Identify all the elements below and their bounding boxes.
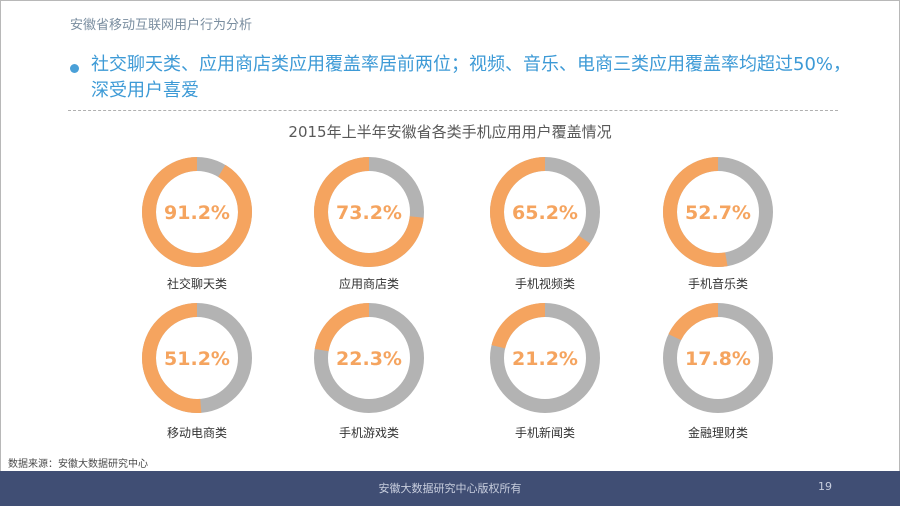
copyright-text: 安徽大数据研究中心版权所有 [378,482,522,495]
donut-value-label: 17.8% [685,348,751,370]
donut-value-label: 65.2% [512,202,578,224]
donut-8: 17.8% [663,303,773,413]
category-label: 移动电商类 [166,426,227,440]
donut-value-label: 51.2% [164,348,230,370]
donut-value-arc [142,157,252,267]
donut-value-arc [663,157,773,267]
data-source: 数据来源：安徽大数据研究中心 [8,459,148,470]
bullet-icon [70,64,79,73]
donut-1: 91.2% [142,157,252,267]
donut-7: 21.2% [490,303,600,413]
divider [68,110,838,111]
donut-6: 22.3% [314,303,424,413]
chart-title: 2015年上半年安徽省各类手机应用用户覆盖情况 [288,123,612,141]
page-number: 19 [818,480,832,493]
donut-value-arc [314,303,424,413]
donut-3: 65.2% [490,157,600,267]
category-label: 手机音乐类 [687,277,748,291]
donut-2: 73.2% [314,157,424,267]
category-label: 金融理财类 [687,426,748,440]
section-title: 安徽省移动互联网用户行为分析 [70,18,253,33]
donut-value-arc [490,157,600,267]
headline: 社交聊天类、应用商店类应用覆盖率居前两位；视频、音乐、电商三类应用覆盖率均超过5… [91,54,852,101]
donut-value-arc [314,157,424,267]
donut-value-label: 91.2% [164,202,230,224]
donut-value-label: 21.2% [512,348,578,370]
category-label: 社交聊天类 [166,277,227,291]
category-label: 手机视频类 [514,277,575,291]
donut-chart-grid: 91.2% 73.2% 65.2% 52.7% 51.2% 22.3% 21.2% 17.8% [142,157,773,413]
donut-value-label: 22.3% [336,348,402,370]
donut-value-label: 52.7% [685,202,751,224]
donut-value-arc [490,303,600,413]
donut-value-label: 73.2% [336,202,402,224]
donut-value-arc [663,303,773,413]
donut-4: 52.7% [663,157,773,267]
footer-bar: 安徽大数据研究中心版权所有 19 [0,471,900,506]
category-label: 应用商店类 [338,277,399,291]
category-label: 手机新闻类 [514,426,575,440]
donut-5: 51.2% [142,303,252,413]
donut-value-arc [142,303,252,413]
category-label: 手机游戏类 [338,426,399,440]
